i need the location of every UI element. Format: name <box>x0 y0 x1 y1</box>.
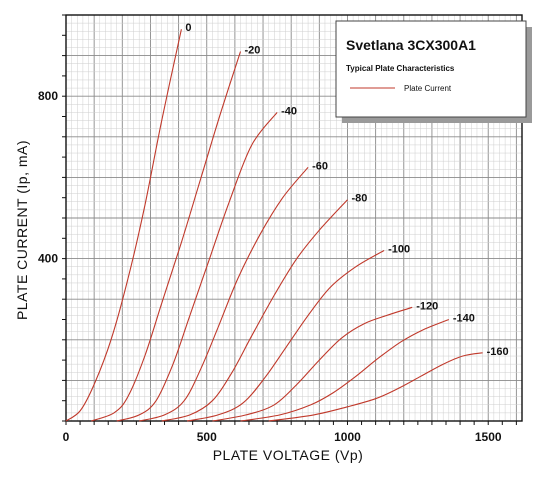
plate-current-curve <box>116 112 278 422</box>
grid-voltage-label: -40 <box>281 105 297 117</box>
y-axis-title: PLATE CURRENT (Ip, mA) <box>14 140 30 320</box>
x-axis-title: PLATE VOLTAGE (Vp) <box>213 447 364 463</box>
curve-labels: 0 -20 -40 -60 -80 -100 -120 -140 -160 <box>185 22 508 358</box>
curves <box>65 29 483 422</box>
grid <box>65 14 523 422</box>
grid-voltage-label: -140 <box>453 313 475 325</box>
x-tick-label: 1500 <box>475 430 502 444</box>
legend-title: Svetlana 3CX300A1 <box>346 37 476 53</box>
plate-current-curve <box>161 199 348 422</box>
y-tick-label: 800 <box>38 89 58 103</box>
y-tick-label: 400 <box>38 252 58 266</box>
plate-current-curve <box>186 250 385 422</box>
grid-voltage-label: -20 <box>245 45 261 57</box>
legend-box: Svetlana 3CX300A1 Typical Plate Characte… <box>335 20 532 123</box>
grid-voltage-label: -160 <box>487 346 509 358</box>
plot-frame <box>62 14 523 425</box>
x-tick-label: 500 <box>197 430 217 444</box>
plate-current-curve <box>212 306 413 422</box>
grid-voltage-label: 0 <box>185 22 191 34</box>
plate-current-curve <box>139 166 309 422</box>
plate-current-curve <box>240 318 450 422</box>
tick-labels: 0 500 1000 1500 400 800 <box>38 89 502 444</box>
grid-voltage-label: -100 <box>388 243 410 255</box>
grid-voltage-label: -60 <box>312 160 328 172</box>
plate-current-curve <box>91 51 242 422</box>
x-tick-label: 1000 <box>334 430 361 444</box>
legend-panel <box>335 20 527 118</box>
legend-subtitle: Typical Plate Characteristics <box>346 64 455 73</box>
legend-entry-plate-current: Plate Current <box>404 84 452 93</box>
plate-current-curve <box>268 352 483 422</box>
grid-voltage-label: -120 <box>416 300 438 312</box>
x-tick-label: 0 <box>63 430 70 444</box>
grid-voltage-label: -80 <box>351 193 367 205</box>
plate-current-curve <box>65 29 182 422</box>
